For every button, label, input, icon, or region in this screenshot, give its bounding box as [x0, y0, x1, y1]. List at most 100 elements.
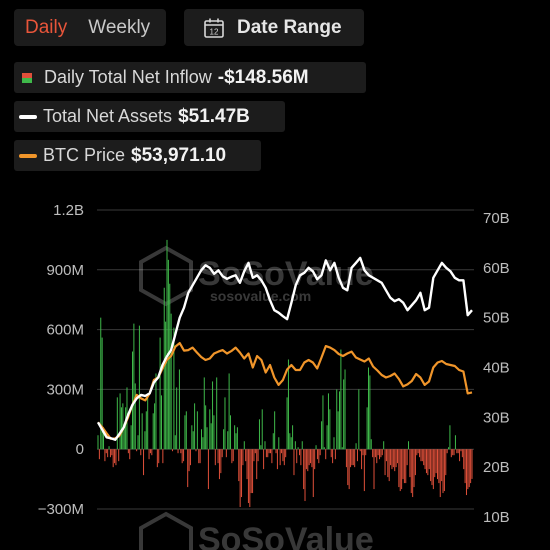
inflow-bar [141, 413, 143, 450]
inflow-bar [417, 449, 419, 454]
inflow-bar [254, 449, 256, 454]
inflow-bar [330, 449, 332, 458]
inflow-bar [388, 449, 390, 482]
inflow-bar [403, 449, 405, 484]
inflow-bar [449, 425, 451, 450]
inflow-bar [323, 447, 325, 450]
inflow-bar [180, 449, 182, 454]
inflow-bar [305, 449, 307, 470]
right-tick-label: 20B [483, 459, 510, 476]
inflow-bar [402, 449, 404, 480]
inflow-bar [443, 449, 445, 492]
inflow-bar [337, 411, 339, 450]
inflow-bar [315, 445, 317, 450]
inflow-bar [242, 449, 244, 466]
inflow-bar [137, 435, 139, 450]
inflow-bar [453, 449, 455, 456]
tab-daily[interactable]: Daily [25, 16, 68, 38]
inflow-bar [308, 449, 310, 466]
watermark-url: sosovalue.com [210, 288, 311, 304]
inflow-bar [377, 449, 379, 456]
inflow-bar [435, 449, 437, 474]
inflow-bar [235, 433, 237, 450]
inflow-bar [448, 447, 450, 450]
inflow-bar [379, 449, 381, 460]
inflow-bar [165, 321, 167, 450]
inflow-bar [98, 449, 100, 460]
inflow-bar [228, 373, 230, 450]
inflow-bar [441, 449, 443, 482]
inflow-bar [414, 449, 416, 476]
inflow-bar [300, 449, 302, 466]
calendar-icon: 12 [204, 18, 224, 38]
tab-weekly[interactable]: Weekly [88, 16, 151, 38]
inflow-bar [350, 449, 352, 468]
inflow-bar [250, 449, 252, 494]
watermark-logo-icon [139, 245, 193, 307]
inflow-bar [345, 449, 347, 468]
left-tick-label: 1.2B [53, 202, 84, 219]
inflow-bar [319, 449, 321, 456]
inflow-bar [340, 349, 342, 450]
inflow-bar [174, 435, 176, 450]
inflow-bar [199, 449, 201, 464]
inflow-bar [279, 449, 281, 466]
inflow-bar [367, 367, 369, 450]
inflow-bar [297, 447, 299, 450]
inflow-bar [118, 449, 120, 462]
inflow-bar [144, 431, 146, 450]
inflow-bar [132, 351, 133, 450]
inflow-bar [272, 433, 274, 450]
inflow-bar [109, 449, 111, 458]
inflow-bar [401, 449, 403, 490]
inflow-bar [460, 449, 462, 452]
inflow-bar [143, 449, 145, 476]
inflow-bar [427, 449, 429, 476]
inflow-bar [184, 415, 186, 450]
inflow-bar [136, 449, 138, 452]
inflow-bar [201, 429, 203, 450]
inflow-bar [329, 409, 331, 450]
inflow-bar [325, 449, 327, 460]
inflow-bar [249, 449, 251, 508]
inflow-bar [178, 369, 180, 450]
inflow-bar [265, 449, 267, 458]
watermark-main: SoSoValue sosovalue.com [139, 245, 374, 307]
inflow-bar [241, 449, 243, 498]
inflow-bar [220, 449, 222, 474]
inflow-bar [264, 441, 266, 450]
inflow-bar [221, 449, 223, 458]
inflow-bar [452, 449, 454, 456]
inflow-bar [267, 449, 269, 458]
date-range-button[interactable]: 12 Date Range [184, 9, 364, 46]
legend-inflow-value: -$148.56M [217, 66, 309, 88]
inflow-bar [322, 395, 324, 450]
legend-btc-label: BTC Price [43, 145, 126, 165]
left-tick-label: 600M [46, 322, 84, 339]
inflow-bar [206, 427, 208, 450]
inflow-bar [187, 449, 189, 488]
inflow-bar [198, 449, 200, 464]
inflow-bar [107, 449, 109, 458]
inflow-bar [213, 415, 215, 450]
inflow-bar [147, 393, 149, 450]
inflow-bar [304, 449, 306, 502]
inflow-bar [122, 403, 124, 450]
inflow-bar [278, 437, 280, 450]
inflow-bar [343, 379, 345, 450]
inflow-bar [283, 449, 285, 466]
inflow-bar [461, 449, 463, 458]
inflow-bar [236, 427, 238, 450]
inflow-bar [159, 337, 161, 450]
inflow-bar [395, 449, 397, 468]
inflow-bar [370, 439, 372, 450]
inflow-bar [116, 397, 118, 450]
inflow-bar [334, 449, 336, 460]
period-toggle: Daily Weekly [14, 9, 166, 46]
inflow-bar [127, 449, 129, 454]
inflow-bar [151, 449, 153, 456]
left-axis-ticks: −300M 0 300M 600M 900M 1.2B [38, 202, 84, 518]
inflow-bar [123, 425, 125, 450]
inflow-bar [413, 449, 415, 488]
inflow-bar [172, 449, 174, 452]
